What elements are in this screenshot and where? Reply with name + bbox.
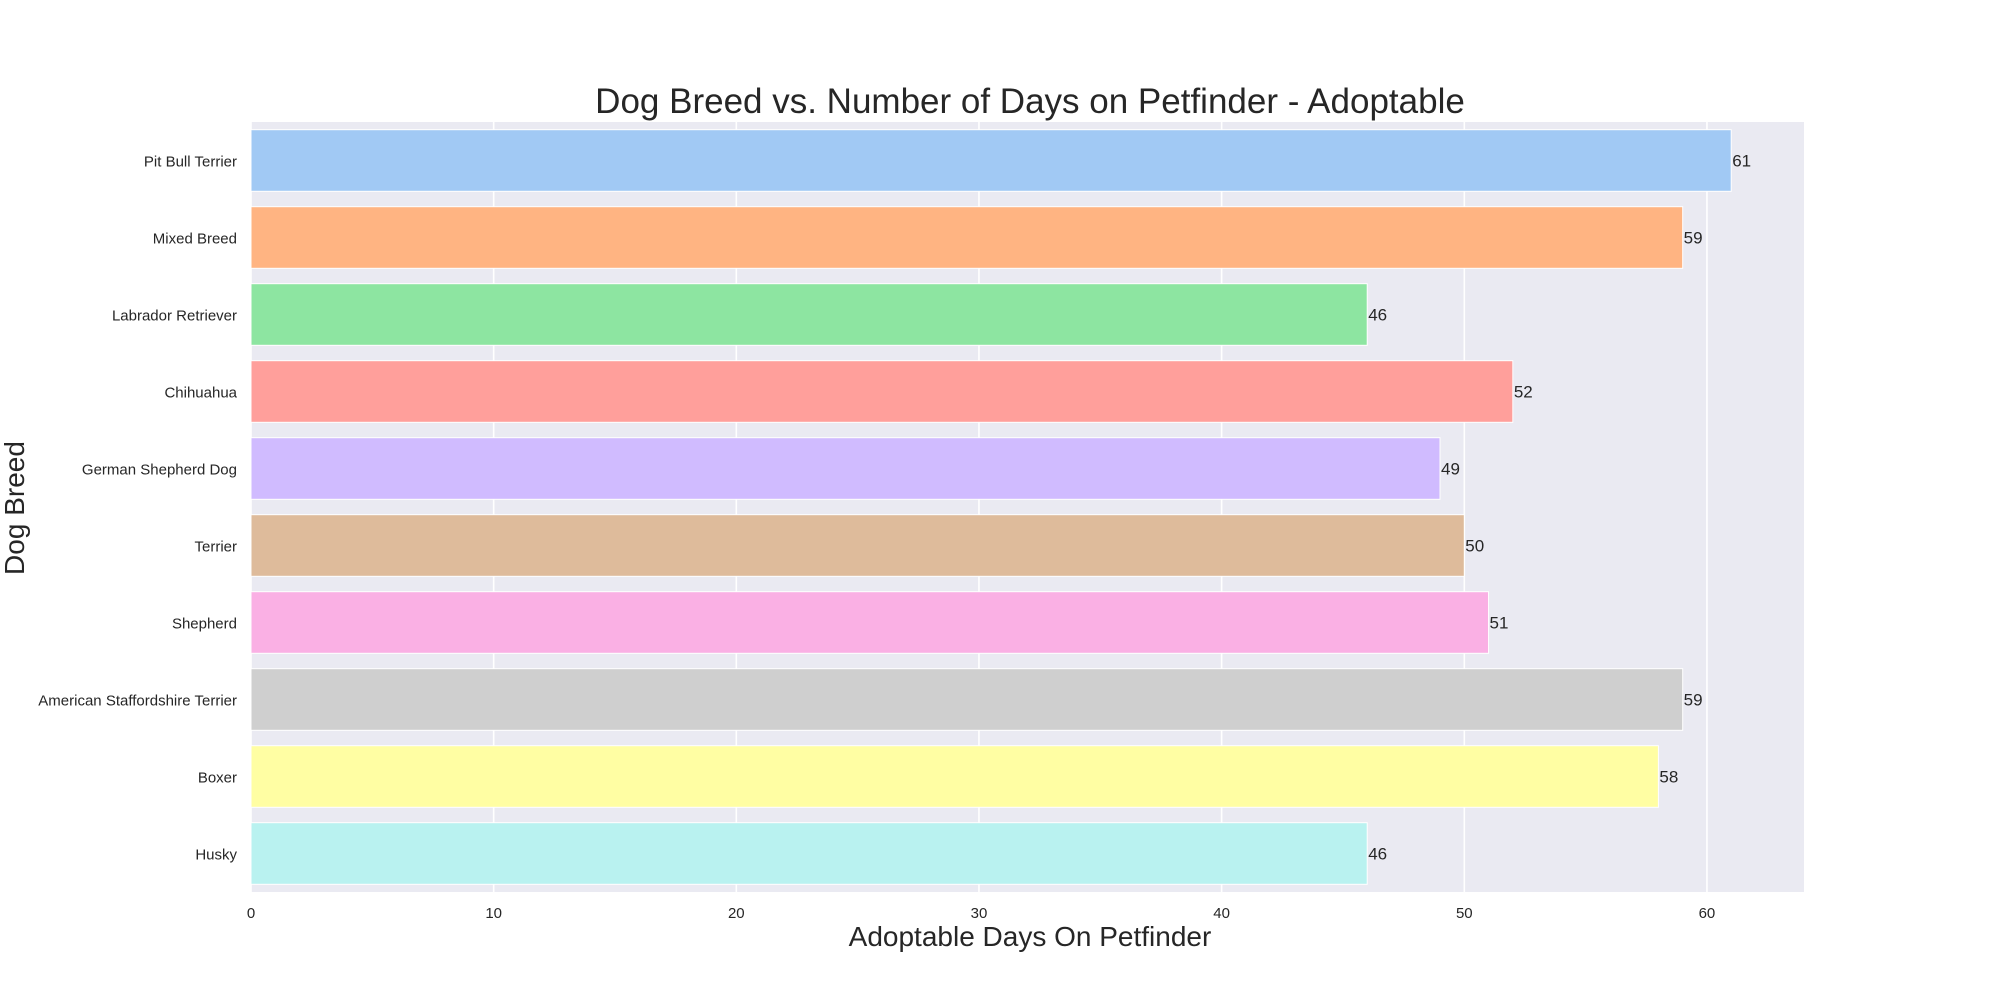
y-tick-labels: Pit Bull Terrier Mixed Breed Labrador Retr… <box>38 154 237 864</box>
bar <box>250 437 1441 500</box>
x-tick-label: 60 <box>1699 905 1716 922</box>
bar <box>250 514 1465 577</box>
x-tick-label: 30 <box>971 905 988 922</box>
bar-value-label: 49 <box>1441 460 1460 479</box>
bar <box>250 206 1684 269</box>
y-tick-label: Husky <box>195 847 237 864</box>
bar <box>250 129 1732 192</box>
y-tick-label: German Shepherd Dog <box>82 462 237 479</box>
x-tick-label: 10 <box>485 905 502 922</box>
bar-value-label: 59 <box>1684 229 1703 248</box>
bar <box>250 360 1514 423</box>
data-labels: 61 59 46 52 49 50 51 59 58 46 <box>1368 152 1751 864</box>
bar-value-label: 58 <box>1659 768 1678 787</box>
bar-value-label: 52 <box>1514 383 1533 402</box>
bar-value-label: 50 <box>1465 537 1484 556</box>
bar-value-label: 51 <box>1490 614 1509 633</box>
bar <box>250 745 1659 808</box>
x-tick-label: 50 <box>1456 905 1473 922</box>
y-tick-label: Boxer <box>198 770 237 787</box>
y-tick-label: Shepherd <box>172 616 237 633</box>
bar <box>250 822 1368 885</box>
x-tick-label: 40 <box>1213 905 1230 922</box>
bar-value-label: 61 <box>1732 152 1751 171</box>
x-tick-label: 0 <box>247 905 255 922</box>
x-tick-label: 20 <box>728 905 745 922</box>
bars <box>250 129 1732 885</box>
y-tick-label: Terrier <box>194 539 237 556</box>
y-tick-label: Labrador Retriever <box>112 308 237 325</box>
bar <box>250 668 1684 731</box>
chart-title: Dog Breed vs. Number of Days on Petfinde… <box>595 82 1465 121</box>
bar-value-label: 46 <box>1368 306 1387 325</box>
y-tick-label: Pit Bull Terrier <box>144 154 237 171</box>
x-axis-label: Adoptable Days On Petfinder <box>849 921 1212 952</box>
y-tick-label: American Staffordshire Terrier <box>38 693 237 710</box>
y-tick-label: Mixed Breed <box>153 231 237 248</box>
x-tick-labels: 0 10 20 30 40 50 60 <box>247 905 1715 922</box>
bar-value-label: 46 <box>1368 845 1387 864</box>
y-axis-label: Dog Breed <box>0 441 30 575</box>
bar-value-label: 59 <box>1684 691 1703 710</box>
bar <box>250 591 1490 654</box>
bar <box>250 283 1368 346</box>
y-tick-label: Chihuahua <box>164 385 237 402</box>
